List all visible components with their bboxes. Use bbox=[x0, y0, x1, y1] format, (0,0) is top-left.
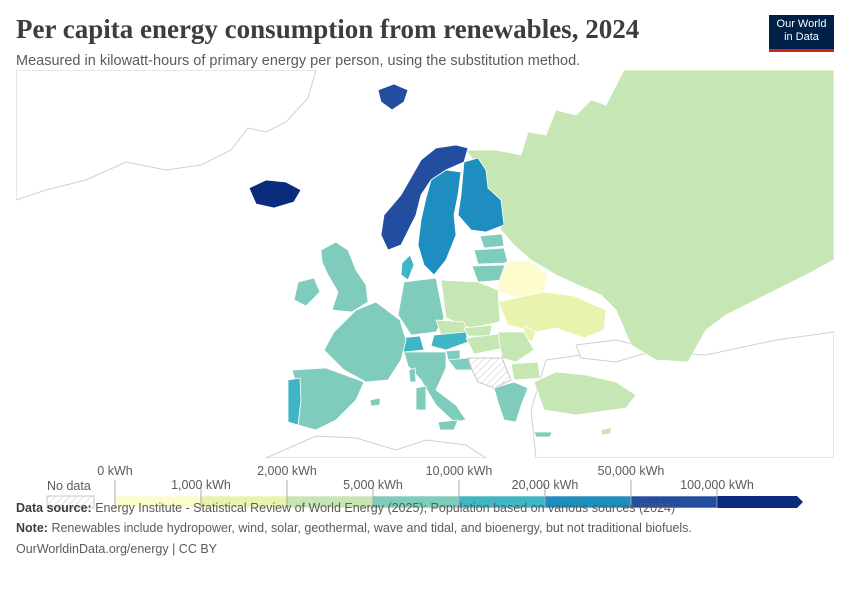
country-poland[interactable] bbox=[440, 279, 501, 329]
country-cyprus[interactable] bbox=[600, 426, 613, 436]
country-sardinia[interactable] bbox=[415, 385, 427, 411]
legend-bin-label-7: 100,000 kWh bbox=[680, 478, 754, 492]
country-balearics[interactable] bbox=[369, 397, 381, 407]
country-france[interactable] bbox=[323, 301, 407, 383]
country-sicily[interactable] bbox=[437, 419, 459, 431]
country-uk[interactable] bbox=[320, 241, 369, 313]
country-estonia[interactable] bbox=[479, 233, 505, 249]
note-label: Note: bbox=[16, 521, 48, 535]
country-russia[interactable] bbox=[465, 70, 834, 363]
page-title: Per capita energy consumption from renew… bbox=[16, 14, 640, 44]
country-crete[interactable] bbox=[533, 431, 553, 438]
country-bulgaria[interactable] bbox=[510, 361, 541, 381]
source-text: Energy Institute - Statistical Review of… bbox=[95, 501, 676, 515]
note-line: Note: Renewables include hydropower, win… bbox=[16, 521, 692, 535]
country-norway[interactable] bbox=[380, 144, 469, 251]
credit-line[interactable]: OurWorldinData.org/energy | CC BY bbox=[16, 542, 218, 556]
country-greece[interactable] bbox=[493, 381, 529, 423]
legend-bin-label-3: 5,000 kWh bbox=[343, 478, 403, 492]
legend-bin-label-0: 0 kWh bbox=[97, 464, 132, 478]
source-line: Data source: Energy Institute - Statisti… bbox=[16, 501, 675, 515]
page-subtitle: Measured in kilowatt-hours of primary en… bbox=[16, 53, 581, 69]
north-africa bbox=[265, 435, 487, 458]
legend-no-data-label: No data bbox=[47, 479, 91, 493]
legend-bin-label-1: 1,000 kWh bbox=[171, 478, 231, 492]
country-latvia[interactable] bbox=[473, 247, 509, 265]
country-svalbard[interactable] bbox=[377, 83, 409, 111]
greenland bbox=[16, 70, 317, 201]
country-italy[interactable] bbox=[403, 351, 467, 423]
country-romania[interactable] bbox=[497, 331, 535, 363]
country-balkans-no-data bbox=[467, 357, 512, 389]
color-legend: No data 0 kWh 1,000 kWh 2,000 kWh 5,000 kWh 1… bbox=[46, 464, 803, 509]
country-hungary[interactable] bbox=[465, 333, 505, 355]
country-turkey[interactable] bbox=[533, 371, 637, 416]
country-sweden[interactable] bbox=[417, 169, 462, 276]
legend-swatch-7 bbox=[717, 496, 803, 508]
country-spain[interactable] bbox=[291, 367, 365, 431]
country-iceland[interactable] bbox=[248, 179, 302, 209]
country-slovenia[interactable] bbox=[445, 349, 461, 361]
legend-bin-label-5: 20,000 kWh bbox=[512, 478, 579, 492]
country-germany[interactable] bbox=[397, 277, 445, 336]
country-ukraine[interactable] bbox=[497, 291, 607, 339]
logo-line-2: in Data bbox=[784, 31, 819, 43]
owid-logo[interactable]: Our World in Data bbox=[769, 15, 834, 52]
legend-bin-label-6: 50,000 kWh bbox=[598, 464, 665, 478]
country-denmark[interactable] bbox=[400, 254, 415, 281]
source-label: Data source: bbox=[16, 501, 92, 515]
country-corsica[interactable] bbox=[408, 367, 417, 383]
logo-line-1: Our World bbox=[776, 18, 827, 30]
europe-map bbox=[16, 70, 834, 458]
legend-no-data-swatch bbox=[46, 495, 95, 509]
country-finland[interactable] bbox=[457, 157, 505, 233]
note-text: Renewables include hydropower, wind, sol… bbox=[51, 521, 692, 535]
legend-bin-label-4: 10,000 kWh bbox=[426, 464, 493, 478]
country-ireland[interactable] bbox=[293, 277, 321, 307]
country-portugal[interactable] bbox=[287, 377, 302, 426]
legend-bin-label-2: 2,000 kWh bbox=[257, 464, 317, 478]
country-austria[interactable] bbox=[430, 331, 469, 351]
